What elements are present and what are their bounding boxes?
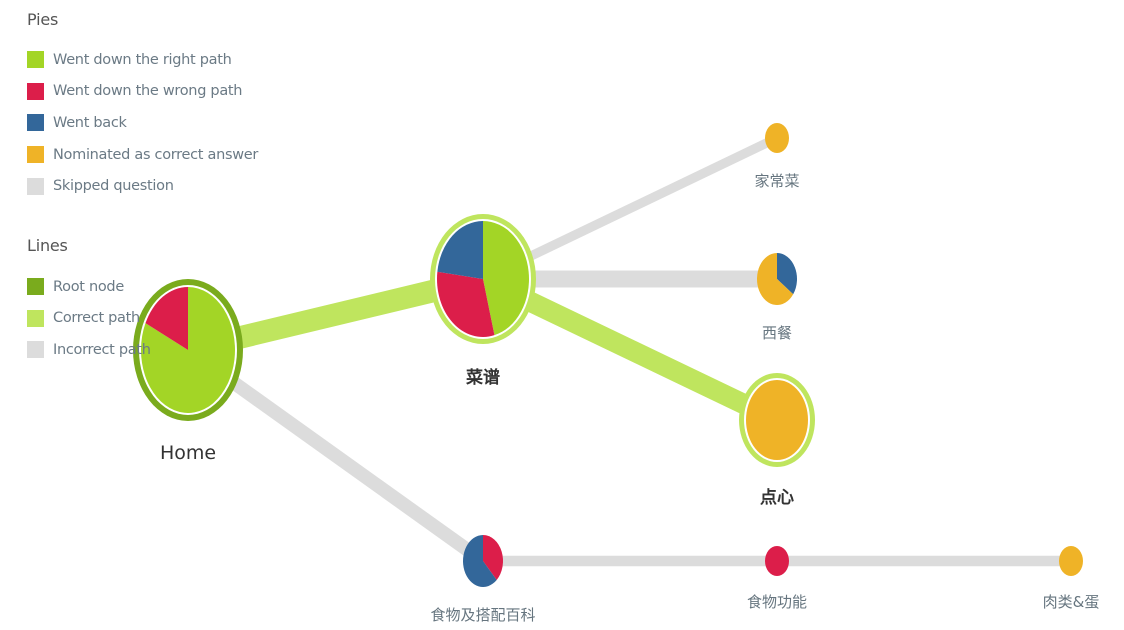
- legend-item-right-path: Went down the right path: [27, 44, 258, 76]
- edges-layer: [184, 133, 1071, 567]
- pie-slice-dianxin-nominated: [746, 380, 808, 460]
- node-label-xican: 西餐: [762, 324, 792, 342]
- node-label-dianxin: 点心: [760, 487, 794, 508]
- node-label-caipu: 菜谱: [465, 367, 500, 388]
- node-shiwu: [463, 535, 504, 587]
- legend-swatch-went-back: [27, 114, 44, 132]
- legend-swatch-correct-path: [27, 309, 44, 327]
- edge-home-to-shiwu: [184, 344, 487, 567]
- legend-item-nominated: Nominated as correct answer: [27, 139, 258, 171]
- pie-slice-caipu-right_path: [483, 221, 529, 336]
- legend-label-root-node: Root node: [53, 278, 124, 295]
- legend-lines-title: Lines: [27, 236, 68, 255]
- legend-label-right-path: Went down the right path: [53, 51, 232, 68]
- legend-item-skipped: Skipped question: [27, 170, 258, 202]
- nodes-layer: [133, 123, 1083, 587]
- legend-item-went-back: Went back: [27, 107, 258, 139]
- node-shiwugongneng: [765, 546, 789, 576]
- pie-slice-roulei-nominated: [1059, 546, 1083, 576]
- node-jiachangcai: [765, 123, 789, 153]
- legend-item-correct-path: Correct path: [27, 303, 151, 335]
- legend-label-skipped: Skipped question: [53, 178, 174, 195]
- node-label-home: Home: [160, 442, 216, 464]
- legend-lines-list: Root node Correct path Incorrect path: [27, 271, 151, 366]
- legend-label-correct-path: Correct path: [53, 310, 140, 327]
- node-label-jiachangcai: 家常菜: [754, 172, 799, 190]
- pie-slice-xican-went_back: [777, 253, 798, 295]
- legend-swatch-nominated: [27, 146, 44, 164]
- node-xican: [757, 253, 798, 305]
- legend-swatch-wrong-path: [27, 82, 44, 100]
- node-label-shiwugongneng: 食物功能: [747, 593, 807, 611]
- node-dianxin: [739, 373, 815, 467]
- pie-slice-shiwu-wrong_path: [483, 535, 504, 580]
- node-label-roulei: 肉类&蛋: [1043, 593, 1100, 611]
- node-label-shiwu: 食物及搭配百科: [430, 606, 535, 624]
- legend-item-wrong-path: Went down the wrong path: [27, 76, 258, 108]
- pie-slice-jiachangcai-nominated: [765, 123, 789, 153]
- legend-swatch-right-path: [27, 51, 44, 69]
- node-caipu: [430, 214, 536, 344]
- legend-swatch-skipped: [27, 177, 44, 195]
- legend-label-nominated: Nominated as correct answer: [53, 146, 259, 163]
- legend-swatch-incorrect-path: [27, 341, 44, 359]
- node-roulei: [1059, 546, 1083, 576]
- legend-pies-list: Went down the right path Went down the w…: [27, 44, 258, 202]
- node-home: [133, 279, 243, 421]
- legend-item-root-node: Root node: [27, 271, 151, 303]
- legend-label-incorrect-path: Incorrect path: [53, 341, 151, 358]
- pie-slice-shiwu-went_back: [463, 535, 497, 587]
- legend-label-wrong-path: Went down the wrong path: [53, 83, 243, 100]
- legend-pies-title: Pies: [27, 10, 59, 29]
- pie-slice-caipu-went_back: [437, 221, 483, 279]
- legend-item-incorrect-path: Incorrect path: [27, 334, 151, 366]
- legend-label-went-back: Went back: [53, 114, 127, 131]
- pie-slice-xican-nominated: [757, 253, 794, 305]
- pie-slice-home-wrong_path: [145, 287, 188, 350]
- pie-slice-caipu-wrong_path: [437, 271, 495, 337]
- pie-slice-shiwugongneng-wrong_path: [765, 546, 789, 576]
- legend-swatch-root-node: [27, 278, 44, 296]
